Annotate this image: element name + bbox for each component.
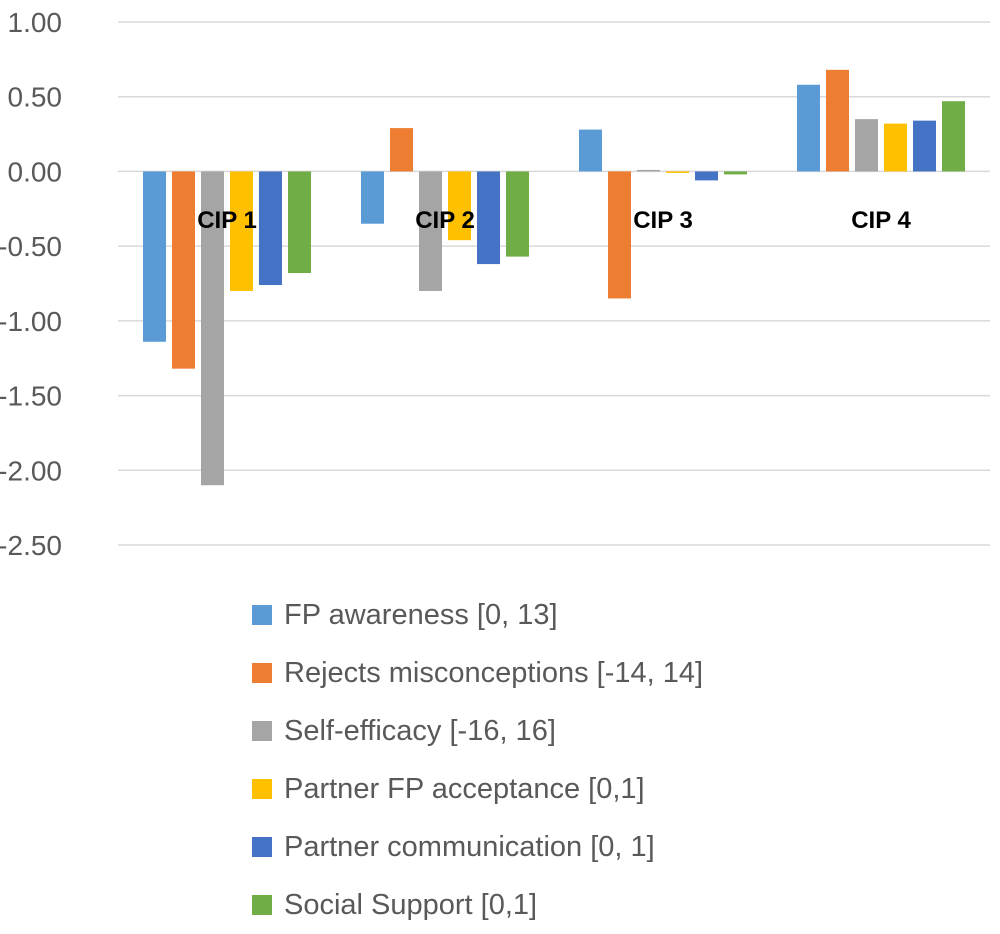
y-tick-label: -2.50 xyxy=(0,530,62,561)
y-axis-tick-labels: 1.00 0.50 0.00 -0.50 -1.00 -1.50 -2.00 -2.50 xyxy=(0,7,62,561)
bar-cip1-series-1 xyxy=(143,171,166,342)
legend-swatch xyxy=(252,663,272,683)
bar-cip4-series-4 xyxy=(884,123,907,172)
bar-cip1-series-3 xyxy=(201,171,224,486)
bar-cip4-series-1 xyxy=(797,84,820,172)
bar-cip2-series-1 xyxy=(361,171,384,224)
bar-cip1-series-6 xyxy=(288,171,311,274)
y-tick-label: -1.50 xyxy=(0,381,62,412)
legend-label: Social Support [0,1] xyxy=(284,888,538,921)
bar-cip4-series-2 xyxy=(826,69,849,172)
legend-label: Partner communication [0, 1] xyxy=(284,830,655,863)
bar-cip3-series-6 xyxy=(724,171,747,175)
bar-cip1-series-2 xyxy=(172,171,195,369)
bar-cip3-series-4 xyxy=(666,171,689,173)
legend-swatch xyxy=(252,721,272,741)
category-label: CIP 3 xyxy=(633,207,693,234)
bar-cip1-series-5 xyxy=(259,171,282,285)
legend-swatch xyxy=(252,605,272,625)
y-tick-label: 0.50 xyxy=(8,82,63,113)
bar-cip2-series-6 xyxy=(506,171,529,257)
category-label: CIP 4 xyxy=(851,207,911,234)
legend-item: Self-efficacy [-16, 16] xyxy=(252,702,812,760)
legend-label: Self-efficacy [-16, 16] xyxy=(284,714,556,747)
legend-label: Rejects misconceptions [-14, 14] xyxy=(284,656,704,689)
legend-item: Social Support [0,1] xyxy=(252,876,812,934)
y-tick-label: 1.00 xyxy=(8,7,63,38)
legend-swatch xyxy=(252,837,272,857)
bar-cip3-series-2 xyxy=(608,171,631,299)
legend-swatch xyxy=(252,895,272,915)
legend-item: Partner FP acceptance [0,1] xyxy=(252,760,812,818)
bar-cip3-series-1 xyxy=(579,129,602,172)
legend-item: FP awareness [0, 13] xyxy=(252,586,812,644)
y-tick-label: -0.50 xyxy=(0,231,62,262)
legend-item: Partner communication [0, 1] xyxy=(252,818,812,876)
legend-item: Rejects misconceptions [-14, 14] xyxy=(252,644,812,702)
bars xyxy=(143,69,965,486)
bar-cip3-series-5 xyxy=(695,171,718,181)
bar-cip2-series-4 xyxy=(448,171,471,241)
category-label: CIP 1 xyxy=(197,207,257,234)
bar-cip2-series-5 xyxy=(477,171,500,265)
bar-cip4-series-6 xyxy=(942,101,965,172)
legend-label: FP awareness [0, 13] xyxy=(284,598,558,631)
legend: FP awareness [0, 13] Rejects misconceptio… xyxy=(252,586,812,934)
category-label: CIP 2 xyxy=(415,207,475,234)
bar-cip3-series-3 xyxy=(637,169,660,172)
bar-cip2-series-2 xyxy=(390,128,413,172)
bar-cip4-series-3 xyxy=(855,119,878,172)
bar-chart: 1.00 0.50 0.00 -0.50 -1.00 -1.50 -2.00 -2.50 CI… xyxy=(0,7,990,561)
bar-cip4-series-5 xyxy=(913,120,936,172)
y-tick-label: -1.00 xyxy=(0,306,62,337)
y-tick-label: -2.00 xyxy=(0,455,62,486)
category-labels: CIP 1 CIP 2 CIP 3 CIP 4 xyxy=(197,207,911,234)
legend-swatch xyxy=(252,779,272,799)
legend-label: Partner FP acceptance [0,1] xyxy=(284,772,645,805)
bar-cip2-series-3 xyxy=(419,171,442,291)
y-tick-label: 0.00 xyxy=(8,156,63,187)
bar-cip1-series-4 xyxy=(230,171,253,291)
